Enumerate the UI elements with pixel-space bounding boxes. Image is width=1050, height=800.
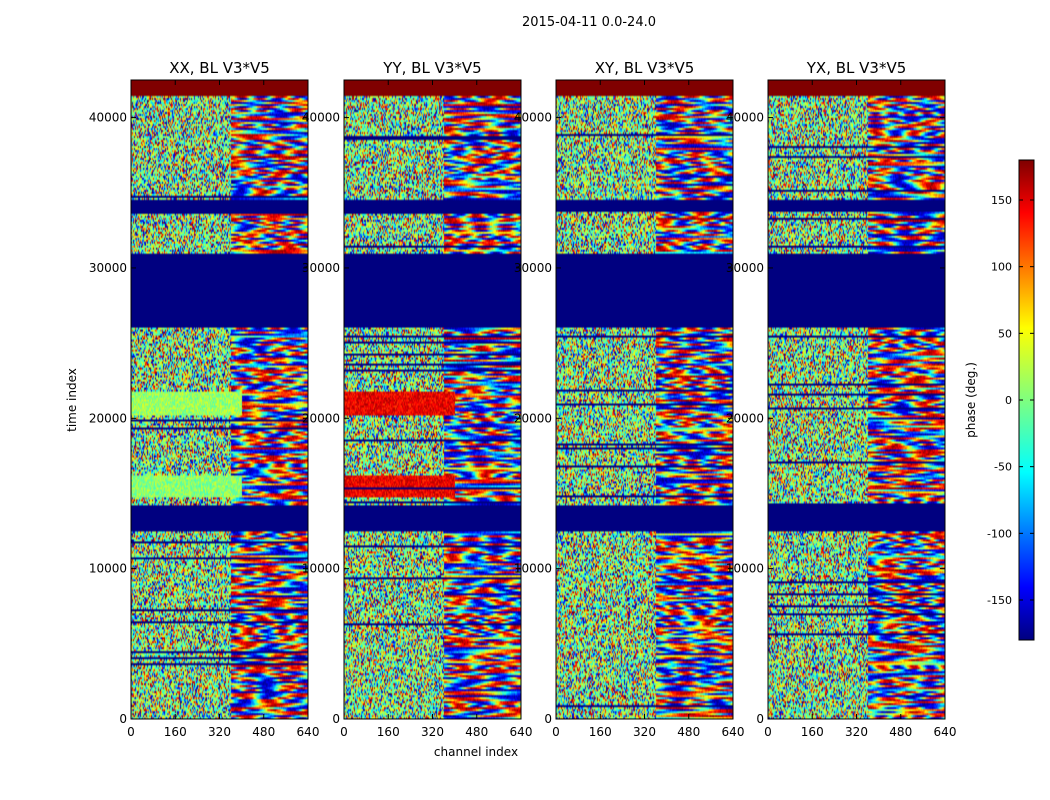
y-tick-label: 0 bbox=[756, 712, 764, 726]
y-tick-label: 10000 bbox=[89, 562, 127, 576]
colorbar-tick-label: 50 bbox=[998, 327, 1012, 340]
y-tick-label: 30000 bbox=[302, 261, 340, 275]
colorbar-tick-label: 0 bbox=[1005, 394, 1012, 407]
figure-suptitle: 2015-04-11 0.0-24.0 bbox=[522, 15, 656, 30]
y-tick-label: 20000 bbox=[514, 411, 552, 425]
panel-yy-image bbox=[344, 80, 521, 719]
x-tick-label: 0 bbox=[127, 725, 135, 739]
panel-xy-image bbox=[556, 80, 733, 719]
x-tick-label: 0 bbox=[764, 725, 772, 739]
colorbar-tick-label: -150 bbox=[987, 594, 1012, 607]
colorbar-tick-label: 100 bbox=[991, 261, 1012, 274]
panel-title: YX, BL V3*V5 bbox=[806, 59, 907, 77]
panel-title: XY, BL V3*V5 bbox=[595, 59, 695, 77]
y-axis-label: time index bbox=[65, 368, 79, 432]
x-tick-label: 640 bbox=[722, 725, 745, 739]
x-tick-label: 160 bbox=[377, 725, 400, 739]
x-tick-label: 480 bbox=[252, 725, 275, 739]
x-tick-label: 160 bbox=[164, 725, 187, 739]
y-tick-label: 10000 bbox=[514, 562, 552, 576]
y-tick-label: 20000 bbox=[89, 411, 127, 425]
x-tick-label: 0 bbox=[552, 725, 560, 739]
y-tick-label: 40000 bbox=[514, 111, 552, 125]
y-tick-label: 30000 bbox=[514, 261, 552, 275]
colorbar-tick-label: 150 bbox=[991, 194, 1012, 207]
x-tick-label: 160 bbox=[589, 725, 612, 739]
x-tick-label: 320 bbox=[633, 725, 656, 739]
x-axis-label: channel index bbox=[434, 745, 518, 759]
panel-xx: XX, BL V3*V5 0 160 320 480 640 0 10000 20000 3000… bbox=[89, 59, 320, 739]
x-tick-label: 320 bbox=[208, 725, 231, 739]
panel-title: YY, BL V3*V5 bbox=[382, 59, 481, 77]
x-tick-label: 640 bbox=[297, 725, 320, 739]
y-tick-label: 30000 bbox=[89, 261, 127, 275]
panel-title: XX, BL V3*V5 bbox=[169, 59, 270, 77]
panel-xy: XY, BL V3*V5 0 160 320 480 640 0 10000 20000 3000… bbox=[514, 59, 745, 739]
y-tick-label: 10000 bbox=[726, 562, 764, 576]
y-tick-label: 40000 bbox=[302, 111, 340, 125]
y-tick-label: 10000 bbox=[302, 562, 340, 576]
panel-yy: YY, BL V3*V5 0 160 320 480 640 0 10000 20000 3000… bbox=[302, 59, 533, 739]
x-tick-label: 640 bbox=[934, 725, 957, 739]
y-tick-label: 0 bbox=[119, 712, 127, 726]
x-tick-label: 320 bbox=[421, 725, 444, 739]
x-tick-label: 160 bbox=[801, 725, 824, 739]
x-tick-label: 640 bbox=[510, 725, 533, 739]
y-tick-label: 0 bbox=[332, 712, 340, 726]
y-tick-label: 30000 bbox=[726, 261, 764, 275]
colorbar: -150 -100 -50 0 50 100 150 phase (deg.) bbox=[964, 159, 1035, 641]
y-tick-label: 40000 bbox=[89, 111, 127, 125]
panel-yx: YX, BL V3*V5 0 160 320 480 640 0 10000 20000 3000… bbox=[726, 59, 957, 739]
x-tick-label: 480 bbox=[677, 725, 700, 739]
y-tick-label: 20000 bbox=[302, 411, 340, 425]
colorbar-tick-label: -50 bbox=[994, 461, 1012, 474]
panel-xx-image bbox=[131, 80, 308, 719]
y-tick-label: 0 bbox=[544, 712, 552, 726]
y-tick-label: 20000 bbox=[726, 411, 764, 425]
y-tick-label: 40000 bbox=[726, 111, 764, 125]
panel-yx-image bbox=[768, 80, 945, 719]
colorbar-label: phase (deg.) bbox=[964, 362, 978, 438]
x-tick-label: 480 bbox=[889, 725, 912, 739]
panels: XX, BL V3*V5 0 160 320 480 640 0 10000 20000 3000… bbox=[89, 59, 957, 739]
colorbar-tick-label: -100 bbox=[987, 527, 1012, 540]
x-tick-label: 480 bbox=[465, 725, 488, 739]
colorbar-ticks: -150 -100 -50 0 50 100 150 bbox=[987, 194, 1034, 607]
x-tick-label: 0 bbox=[340, 725, 348, 739]
x-tick-label: 320 bbox=[845, 725, 868, 739]
